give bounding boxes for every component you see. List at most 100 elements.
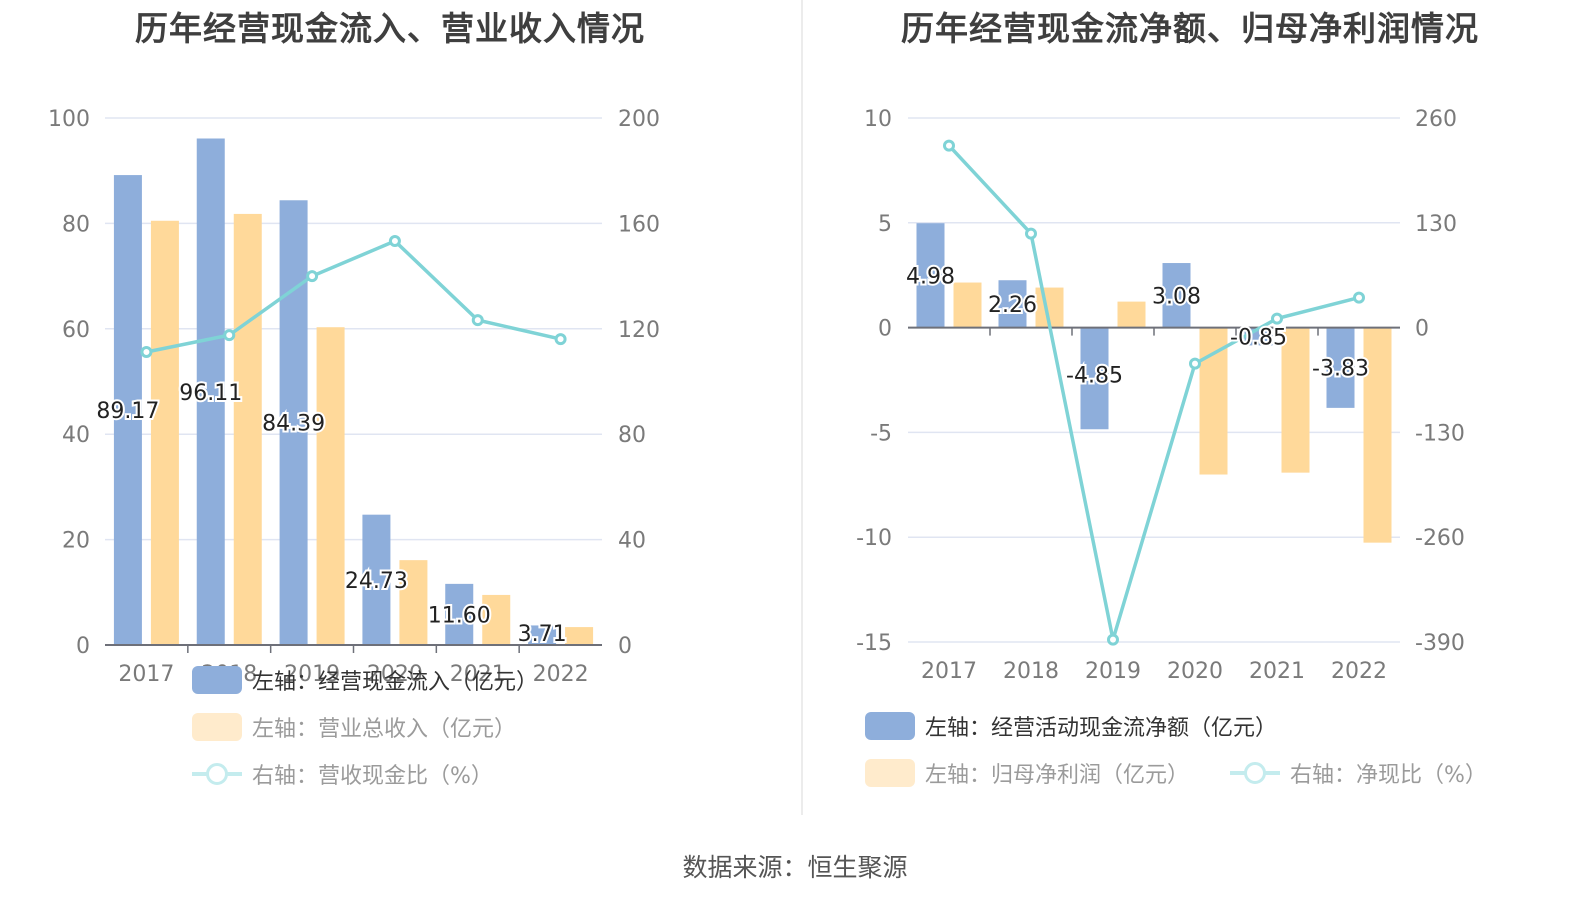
bar-series-2[interactable] (316, 327, 345, 645)
line-point[interactable] (943, 139, 955, 152)
bar-series-1[interactable] (445, 583, 474, 645)
x-axis-label: 2021 (450, 662, 506, 687)
bar-data-label: 24.73 (345, 569, 408, 594)
legend-label: 左轴：营业总收入（亿元） (252, 717, 517, 742)
x-axis-label: 2020 (367, 662, 423, 687)
left-axis-tick: -10 (856, 526, 892, 551)
bar-data-label: 3.71 (518, 622, 567, 647)
line-point[interactable] (140, 345, 153, 358)
bar-data-label: 3.08 (1152, 284, 1201, 309)
bar-series-2[interactable] (565, 627, 594, 645)
bar-data-label: -0.85 (1230, 326, 1287, 351)
left-axis-tick: -5 (870, 421, 892, 446)
bar-series-1[interactable] (362, 514, 391, 645)
legend-item-operating-cash-inflow[interactable]: 左轴：经营现金流入（亿元） (192, 664, 538, 696)
legend-item-net-profit[interactable]: 左轴：归母净利润（亿元） (865, 757, 1189, 789)
left-axis-tick: 100 (48, 107, 90, 132)
bar-series-1[interactable] (113, 175, 142, 645)
x-axis-label: 2019 (1085, 659, 1141, 684)
chart-divider (801, 0, 803, 815)
x-axis-label: 2022 (1331, 659, 1387, 684)
line-series (947, 144, 1360, 641)
line-point[interactable] (388, 235, 401, 248)
x-axis-label: 2021 (1249, 659, 1305, 684)
bar-series-2[interactable] (482, 594, 511, 645)
x-axis-label: 2020 (1167, 659, 1223, 684)
x-axis-label: 2018 (1003, 659, 1059, 684)
bar-series-2[interactable] (1117, 301, 1146, 328)
legend-swatch-blue (192, 666, 242, 694)
bar-series-2[interactable] (399, 560, 428, 645)
bar-series-1[interactable] (998, 280, 1027, 328)
right-axis-tick: -130 (1415, 421, 1465, 446)
line-point[interactable] (1189, 357, 1201, 370)
right-axis-tick: 260 (1415, 107, 1457, 132)
right-axis-tick: 120 (618, 318, 660, 343)
right-chart-plot: -15 -390 -10 -260 -5 -130 0 0 5 130 10 260 2017 2018 2… (856, 107, 1465, 684)
left-axis-tick: -15 (856, 631, 892, 656)
right-axis-tick: 200 (618, 107, 660, 132)
line-point[interactable] (471, 314, 484, 327)
bar-series-2[interactable] (233, 213, 262, 645)
left-axis-tick: 0 (878, 317, 892, 342)
left-chart-plot: 0020404080601208016010020020172018201920… (48, 107, 660, 687)
bar-series-1[interactable] (528, 625, 557, 645)
legend-label: 左轴：归母净利润（亿元） (925, 763, 1190, 788)
legend-swatch-orange (865, 759, 915, 787)
legend-item-net-cash-ratio[interactable]: 右轴：净现比（%） (1230, 757, 1487, 789)
bar-series-2[interactable] (150, 220, 179, 645)
bar-series-1[interactable] (916, 223, 945, 328)
right-axis-tick: 130 (1415, 212, 1457, 237)
left-axis-tick: 5 (878, 212, 892, 237)
line-point[interactable] (1107, 633, 1119, 646)
legend-item-revenue-cash-ratio[interactable]: 右轴：营收现金比（%） (192, 758, 493, 790)
bar-series-1[interactable] (1326, 327, 1355, 408)
bar-data-label: 84.39 (262, 412, 325, 437)
legend-item-total-revenue[interactable]: 左轴：营业总收入（亿元） (192, 711, 516, 743)
right-axis-tick: -390 (1415, 631, 1465, 656)
left-axis-tick: 0 (76, 634, 90, 659)
bar-data-label: -3.83 (1312, 357, 1369, 382)
legend-label: 右轴：营收现金比（%） (252, 764, 493, 789)
x-axis-label: 2017 (921, 659, 977, 684)
right-chart-title: 历年经营现金流净额、归母净利润情况 (901, 9, 1479, 48)
right-axis-tick: 40 (618, 529, 646, 554)
x-axis-label: 2022 (533, 662, 589, 687)
right-axis-tick: 160 (618, 212, 660, 237)
bar-data-label: 11.60 (428, 603, 491, 628)
line-point[interactable] (306, 270, 319, 283)
legend-label: 左轴：经营现金流入（亿元） (252, 670, 539, 695)
x-axis-label: 2017 (118, 662, 174, 687)
left-axis-tick: 40 (62, 423, 90, 448)
left-axis-tick: 10 (864, 107, 892, 132)
line-point[interactable] (1025, 227, 1037, 240)
bar-data-label: 96.11 (179, 381, 242, 406)
line-point[interactable] (223, 329, 236, 342)
legend-item-operating-cash-net[interactable]: 左轴：经营活动现金流净额（亿元） (865, 710, 1277, 742)
left-axis-tick: 20 (62, 529, 90, 554)
legend-line-circle-icon (192, 760, 242, 788)
bar-series-2[interactable] (1281, 327, 1310, 473)
legend-label: 右轴：净现比（%） (1290, 763, 1487, 788)
right-axis-tick: 0 (618, 634, 632, 659)
bar-data-label: 4.98 (906, 264, 955, 289)
right-axis-tick: 80 (618, 423, 646, 448)
line-series (146, 238, 561, 354)
line-point[interactable] (1353, 291, 1365, 304)
bar-series-1[interactable] (279, 200, 308, 645)
bar-series-2[interactable] (1363, 327, 1392, 543)
bar-data-label: 89.17 (96, 399, 159, 424)
legend-line-circle-icon (1230, 759, 1280, 787)
right-axis-tick: -260 (1415, 526, 1465, 551)
bar-series-1[interactable] (1080, 327, 1109, 430)
data-source-footer: 数据来源：恒生聚源 (682, 853, 908, 882)
bar-series-1[interactable] (196, 138, 225, 645)
legend-label: 左轴：经营活动现金流净额（亿元） (925, 716, 1278, 741)
left-chart-title: 历年经营现金流入、营业收入情况 (135, 9, 645, 48)
line-point[interactable] (1271, 312, 1283, 325)
line-point[interactable] (554, 333, 567, 346)
left-axis-tick: 80 (62, 212, 90, 237)
legend-swatch-orange (192, 713, 242, 741)
bar-series-1[interactable] (1162, 263, 1191, 328)
bar-series-2[interactable] (953, 282, 982, 328)
